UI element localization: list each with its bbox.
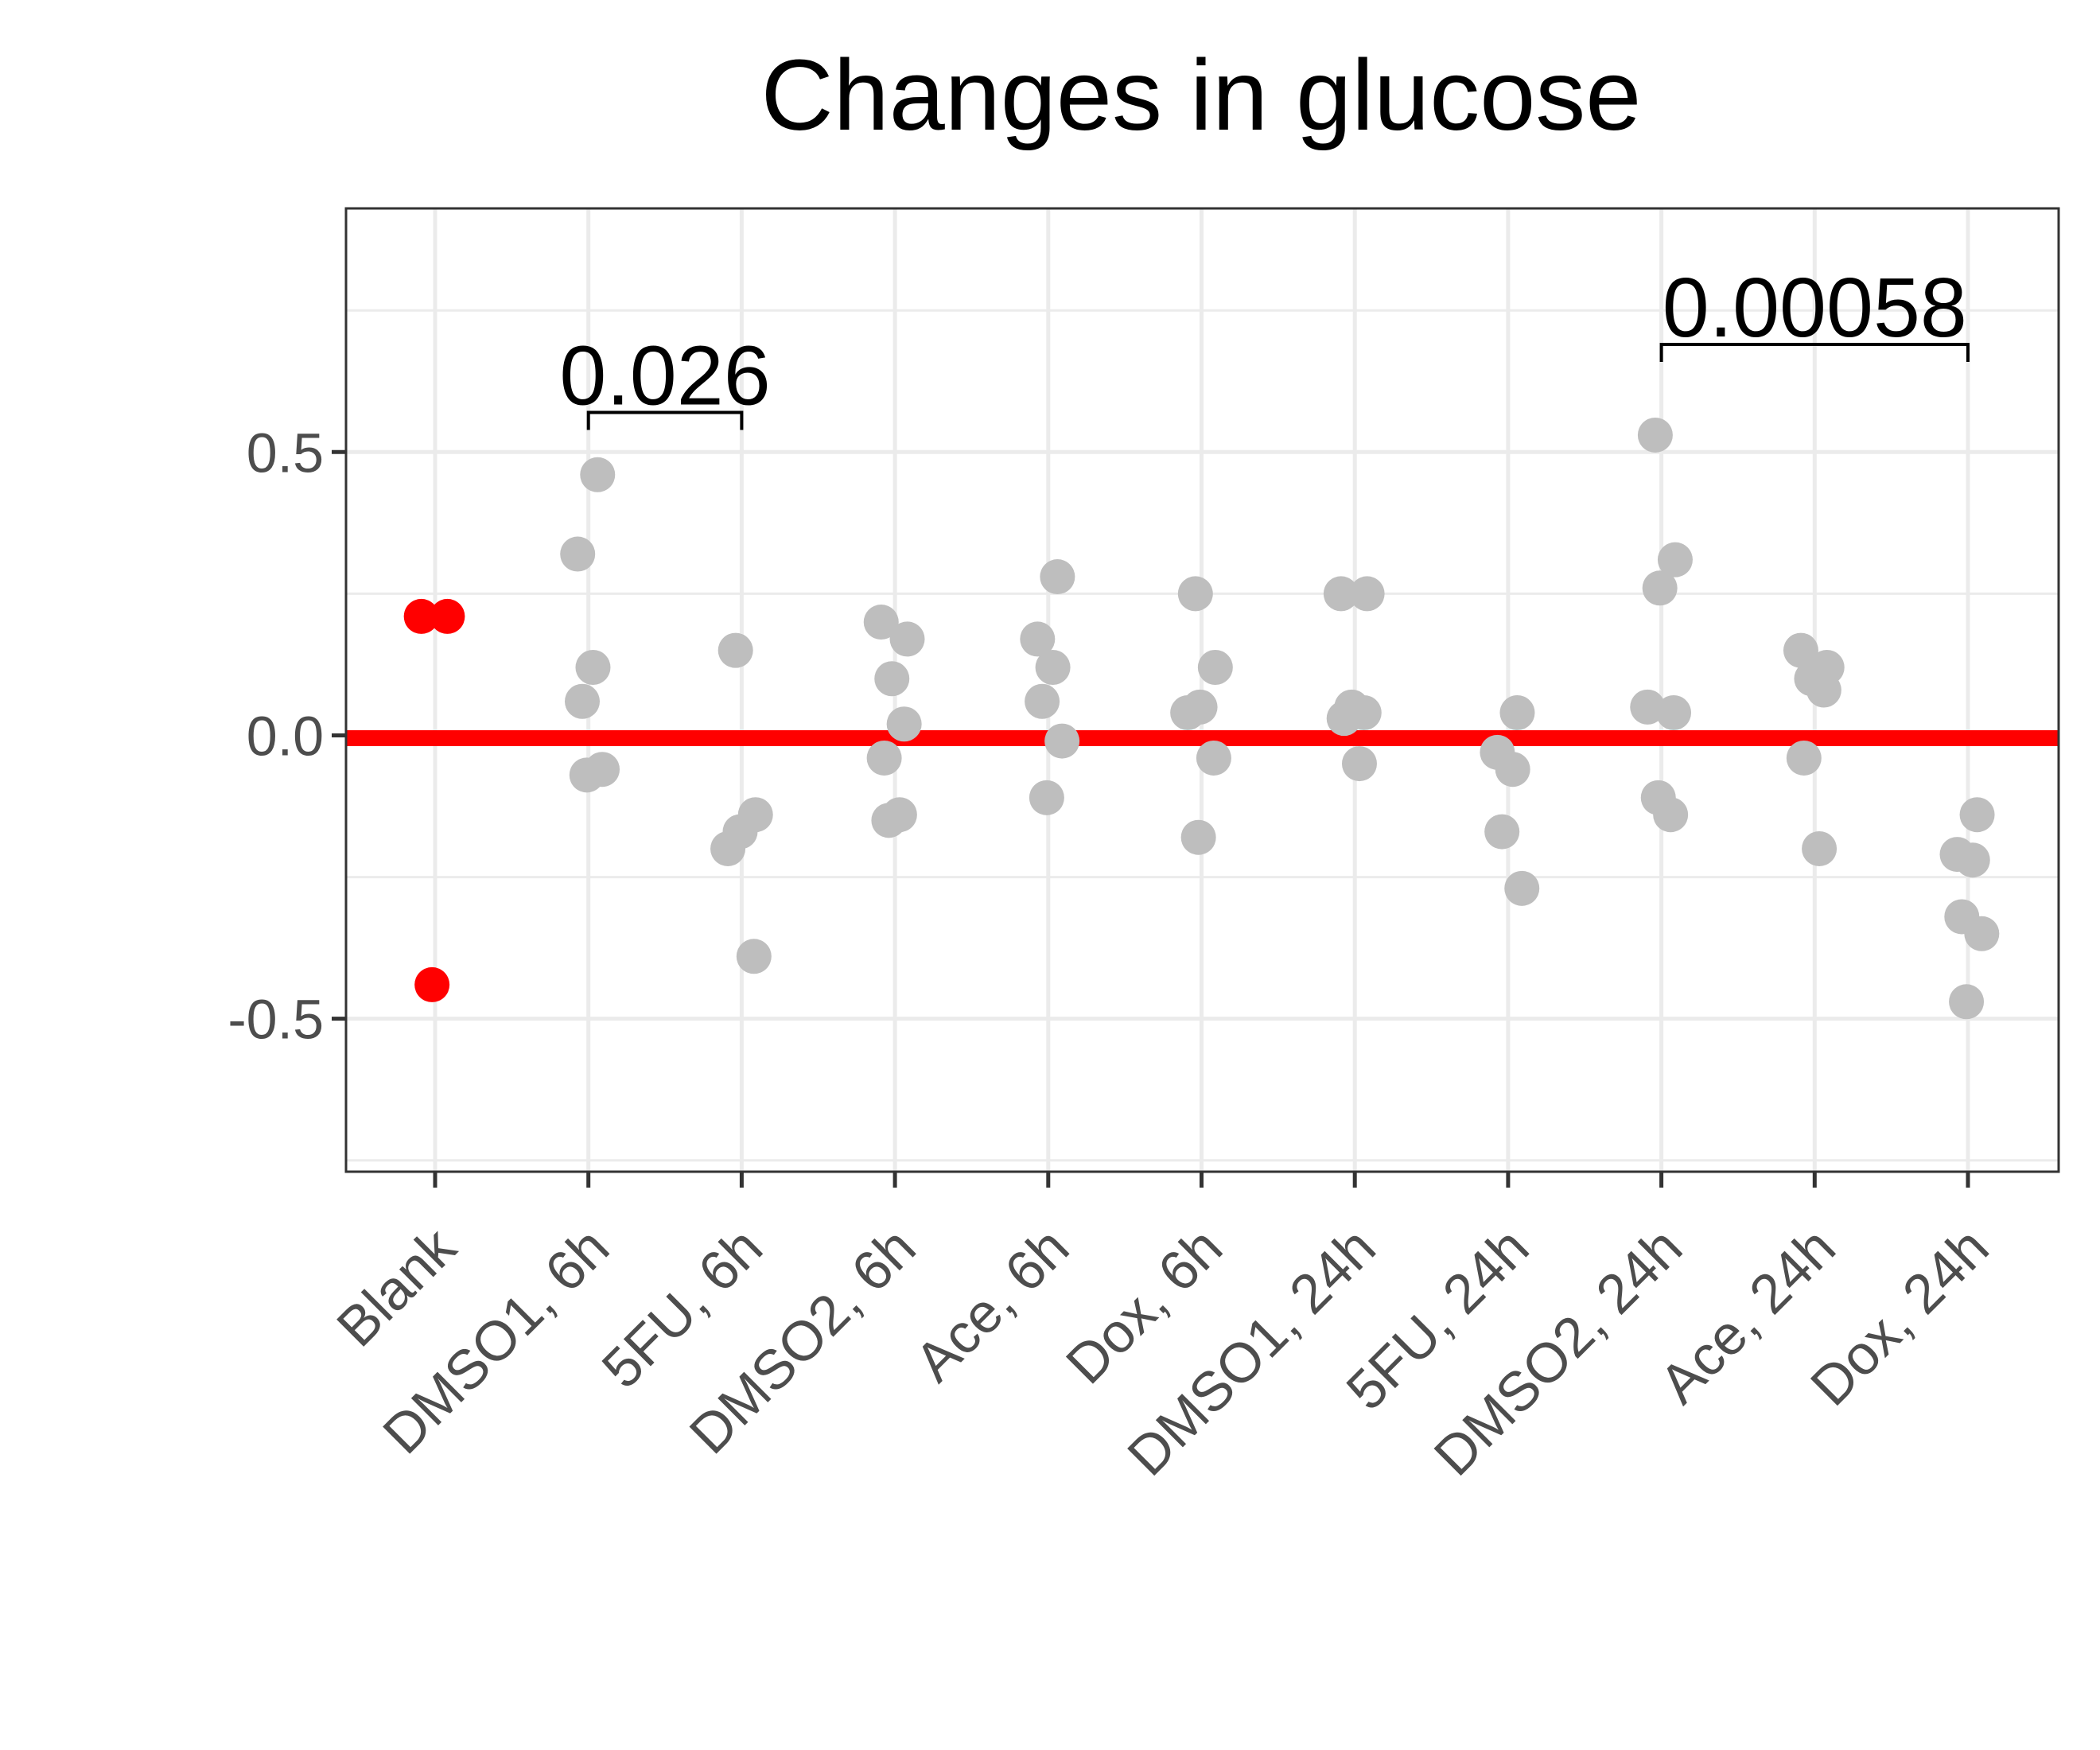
data-point [1170, 694, 1206, 730]
significance-annotations: 0.026 0.00058 [559, 261, 1970, 430]
chart-title: Changes in glucose [761, 39, 1642, 151]
data-point [886, 706, 922, 742]
data-point [1499, 694, 1535, 730]
data-point [736, 939, 772, 974]
data-point [1177, 576, 1213, 612]
data-point [430, 598, 465, 634]
data-point [1656, 694, 1692, 730]
data-point [1630, 689, 1666, 725]
y-axis: 0.5 0.0 -0.5 [228, 422, 346, 1051]
x-tick-label: Ace, 6h [903, 1215, 1080, 1393]
significance-bracket [586, 410, 744, 430]
data-point [1642, 570, 1678, 606]
data-point [1044, 723, 1080, 759]
data-point [1637, 417, 1673, 453]
data-point [569, 757, 605, 793]
data-point [564, 683, 600, 719]
data-point [1786, 740, 1822, 776]
data-point [1025, 683, 1060, 719]
data-point [1504, 870, 1540, 906]
significance-bracket [1659, 342, 1970, 362]
significance-label: 0.026 [559, 329, 770, 422]
data-point [1802, 830, 1838, 866]
data-points [403, 417, 2000, 1020]
data-point [1197, 650, 1233, 686]
data-point [1040, 559, 1075, 595]
data-point [1653, 797, 1689, 833]
data-point [575, 650, 611, 686]
data-point [874, 661, 910, 697]
y-tick-label: 0.0 [247, 705, 324, 767]
y-tick-label: 0.5 [247, 422, 324, 484]
data-point [1657, 542, 1693, 578]
data-point [1196, 740, 1231, 776]
data-point [889, 621, 925, 657]
data-point [1029, 780, 1064, 815]
y-tick-label: -0.5 [228, 989, 324, 1051]
data-point [863, 605, 899, 640]
data-point [1180, 819, 1216, 855]
data-point [1326, 701, 1362, 737]
data-point [1783, 632, 1818, 668]
x-tick-label: Blank [325, 1215, 469, 1359]
data-point [1949, 984, 1985, 1020]
data-point [866, 740, 902, 776]
significance-label: 0.00058 [1662, 261, 1967, 355]
data-point [403, 598, 439, 634]
data-point [1035, 650, 1071, 686]
data-point [718, 632, 753, 668]
data-point [1349, 576, 1385, 612]
data-point [1964, 916, 2000, 951]
data-point [1323, 576, 1359, 612]
data-point [560, 536, 596, 572]
data-point [1806, 672, 1841, 708]
data-point [414, 966, 450, 1002]
data-point [871, 803, 907, 838]
data-point [1495, 752, 1530, 788]
data-point [1020, 621, 1056, 657]
data-point [1484, 814, 1520, 850]
data-point [1959, 797, 1995, 833]
data-point [1341, 746, 1377, 782]
data-point [1954, 842, 1990, 878]
data-point [580, 457, 616, 492]
data-point [710, 830, 746, 866]
